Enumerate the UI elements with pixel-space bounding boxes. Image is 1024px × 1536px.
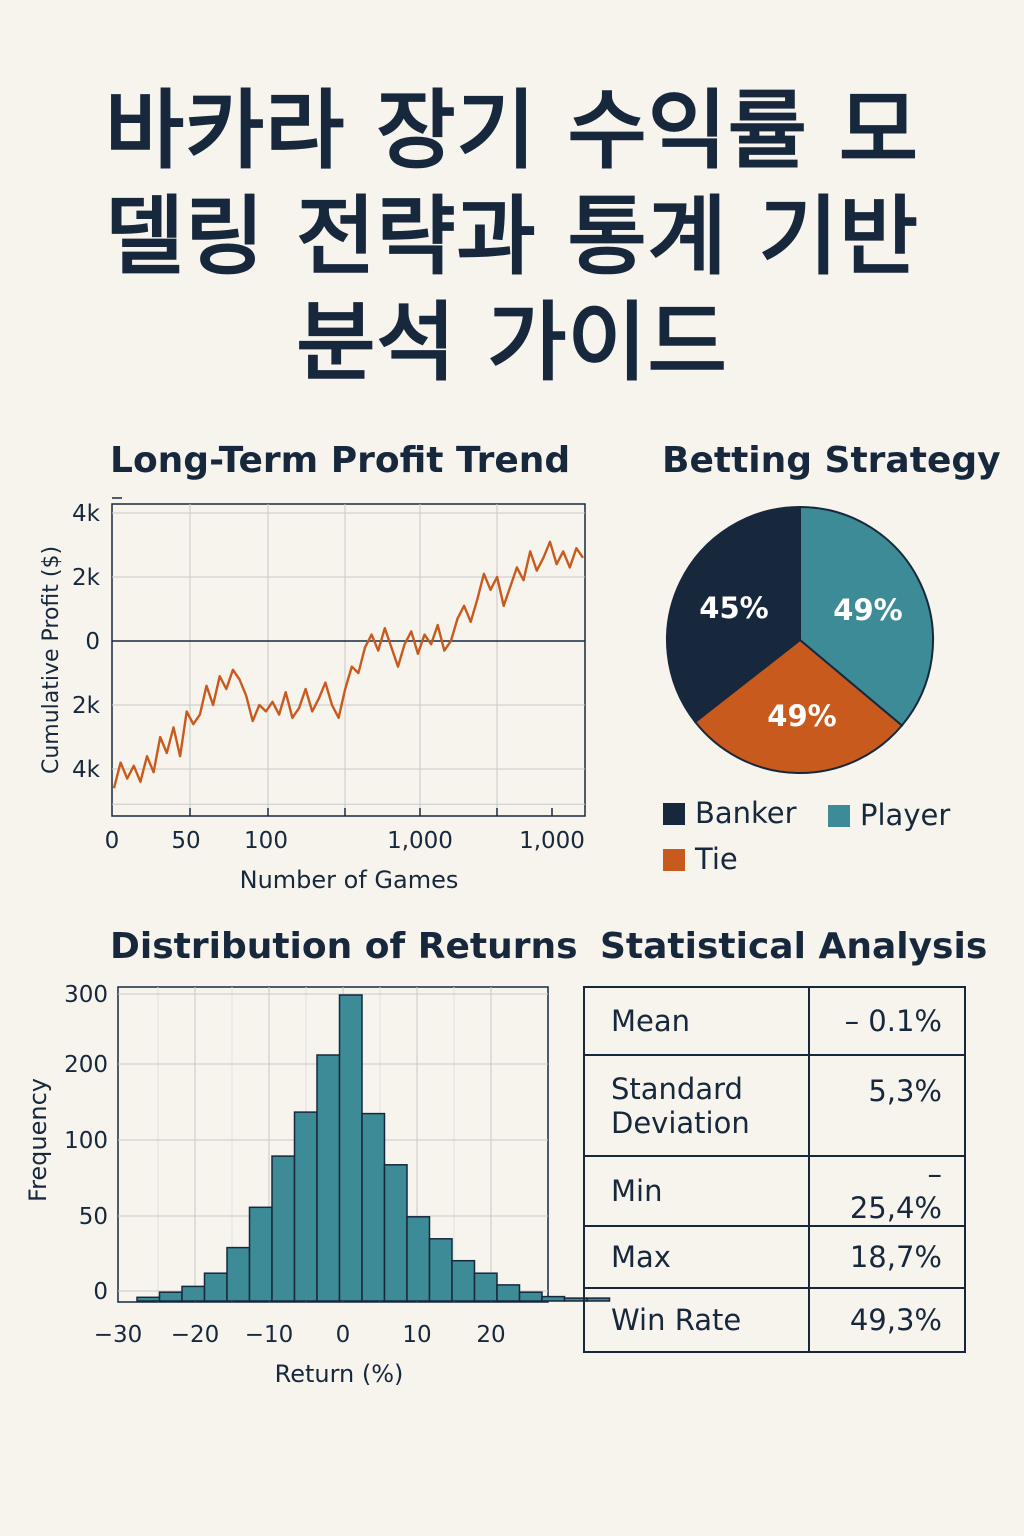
y-tick-label: 2k [72,565,101,591]
stats-value: 5,3% [808,1054,966,1157]
stats-row-winrate: Win Rate 49,3% [583,1287,966,1353]
x-tick-label: 1,000 [519,828,585,854]
histogram-bar [451,1259,476,1302]
histogram-bar [361,1112,386,1302]
legend-label-tie: Tie [695,842,738,876]
histogram-bar [181,1285,206,1302]
title-line-1: 바카라 장기 수익률 모 [105,81,919,181]
stats-label: Mean [583,986,810,1056]
legend-label-banker: Banker [695,796,797,830]
legend-swatch-tie [663,849,685,871]
legend-item-player: Player [828,798,950,832]
histogram-bar [338,994,363,1302]
histogram-bar [383,1164,408,1302]
stats-title: Statistical Analysis [600,926,988,967]
y-tick-label: 0 [85,629,100,655]
stats-label: Max [583,1225,810,1289]
stats-label: Win Rate [583,1287,810,1353]
profit-series-line [112,540,584,789]
histogram-bar [473,1272,498,1302]
title-line-3: 분석 가이드 [296,293,728,393]
pie-label-tie: 49% [767,699,836,733]
x-tick-label: −30 [94,1322,143,1348]
x-tick-label: 100 [244,828,288,854]
pie-chart-title: Betting Strategy [662,440,1001,481]
x-tick-label: 0 [336,1322,351,1348]
y-axis-label: Frequency [24,1078,52,1202]
stats-label-line: Deviation [611,1105,750,1140]
stats-label: Min [583,1155,810,1227]
y-tick-label: 200 [64,1052,108,1078]
histogram-bar [541,1295,566,1302]
stats-value: – 25,4% [808,1155,966,1227]
x-tick-label: −10 [245,1322,294,1348]
stats-row-std: Standard Deviation 5,3% [583,1054,966,1157]
y-tick-label: 2k [72,693,101,719]
histogram-bar [158,1291,183,1302]
y-tick-label: 0 [93,1279,108,1305]
stats-value: 49,3% [808,1287,966,1353]
stats-row-min: Min – 25,4% [583,1155,966,1227]
pie-label-banker: 45% [699,591,768,625]
x-tick-label: 20 [476,1322,505,1348]
stats-row-mean: Mean – 0.1% [583,986,966,1056]
histogram-bar [226,1246,251,1302]
y-axis-label: Cumulative Profit ($) [39,546,64,774]
histogram-bar [406,1216,431,1302]
histogram-bar [203,1272,228,1302]
x-tick-label: 1,000 [387,828,453,854]
profit-line-chart: 4k 2k 0 2k 4k 0 50 100 1,000 1,000 Number of Games… [39,497,586,894]
x-tick-label: 10 [402,1322,431,1348]
histogram-bar [518,1291,543,1302]
pie-slice-banker [666,505,801,724]
y-tick-label: 50 [79,1204,108,1230]
stats-table: Mean – 0.1% Standard Deviation 5,3% Min … [583,986,966,1353]
histogram-bar [496,1284,521,1302]
x-axis-label: Number of Games [240,866,459,894]
pie-label-player: 49% [833,593,902,627]
plot-frame [117,986,549,1303]
x-tick-label: −20 [171,1322,220,1348]
page-title: 바카라 장기 수익률 모 델링 전략과 통계 기반 분석 가이드 [0,78,1024,396]
legend-item-tie: Tie [663,842,738,876]
histogram-bar [248,1206,273,1302]
y-tick-label: 300 [64,982,108,1008]
legend-swatch-player [828,805,850,827]
histogram-title: Distribution of Returns [110,926,578,967]
profit-chart-title: Long-Term Profit Trend [110,440,571,481]
strategy-pie-chart: 49% 49% 45% [666,505,935,774]
histogram-bar [316,1054,341,1302]
stats-label-line: Standard [611,1071,743,1106]
stats-value: – 0.1% [808,986,966,1056]
histogram-bar [293,1111,318,1302]
pie-slice-player [799,505,935,727]
stats-value: 18,7% [808,1225,966,1289]
histogram-bar [428,1238,453,1302]
x-axis-label: Return (%) [275,1360,404,1388]
histogram-bar [271,1155,296,1302]
returns-histogram: 0 50 100 200 300 −30 −20 −10 0 10 20 Return (%) Freq… [24,982,611,1388]
pie-slice-tie [693,638,904,774]
x-tick-label: 0 [105,828,120,854]
y-tick-label: 4k [72,757,101,783]
y-tick-label: 4k [72,501,101,527]
histogram-bar [136,1296,161,1302]
plot-frame [111,503,586,817]
title-line-2: 델링 전략과 통계 기반 [105,187,919,287]
legend-swatch-banker [663,803,685,825]
stats-label: Standard Deviation [583,1054,810,1157]
legend-item-banker: Banker [663,796,797,830]
y-tick-label: 100 [64,1128,108,1154]
x-tick-label: 50 [171,828,200,854]
legend-label-player: Player [860,798,951,832]
stats-row-max: Max 18,7% [583,1225,966,1289]
